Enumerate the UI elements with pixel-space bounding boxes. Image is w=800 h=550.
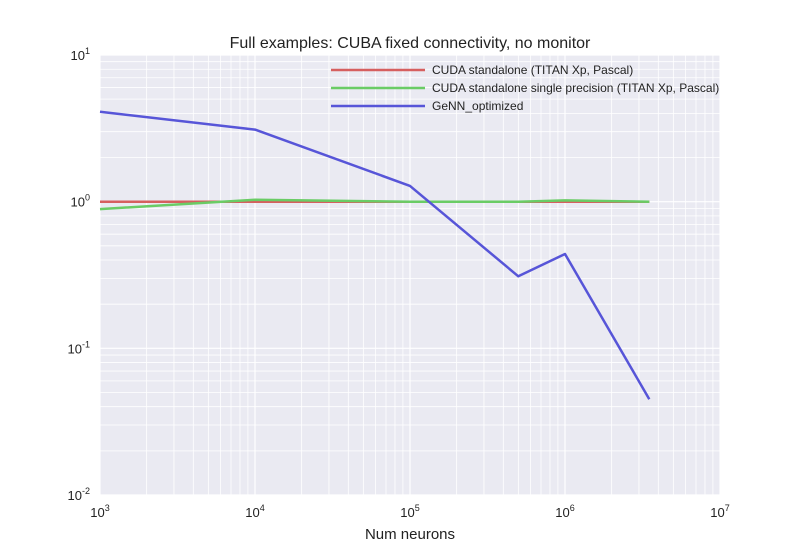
series-group [99, 110, 651, 400]
legend-entry: CUDA standalone single precision (TITAN … [432, 81, 719, 95]
x-tick-label: 103 [90, 503, 109, 520]
y-tick-label: 101 [71, 46, 90, 63]
y-tick-label: 100 [71, 193, 90, 210]
legend-entry: CUDA standalone (TITAN Xp, Pascal) [432, 63, 633, 77]
series-line-2 [99, 198, 650, 211]
legend-entry: GeNN_optimized [432, 99, 523, 113]
y-tick-label: 10-1 [68, 339, 90, 356]
x-tick-label: 107 [710, 503, 729, 520]
chart-title: Full examples: CUBA fixed connectivity, … [230, 35, 591, 52]
x-tick-labels: 103 104 105 106 107 [90, 503, 729, 520]
x-tick-label: 104 [245, 503, 264, 520]
x-tick-label: 105 [400, 503, 419, 520]
y-tick-labels: 10-2 10-1 100 101 [68, 46, 90, 503]
x-axis-label: Num neurons [365, 526, 455, 543]
x-tick-label: 106 [555, 503, 574, 520]
series-line-3 [99, 110, 651, 400]
y-tick-label: 10-2 [68, 486, 90, 503]
legend: CUDA standalone (TITAN Xp, Pascal) CUDA s… [331, 63, 719, 113]
